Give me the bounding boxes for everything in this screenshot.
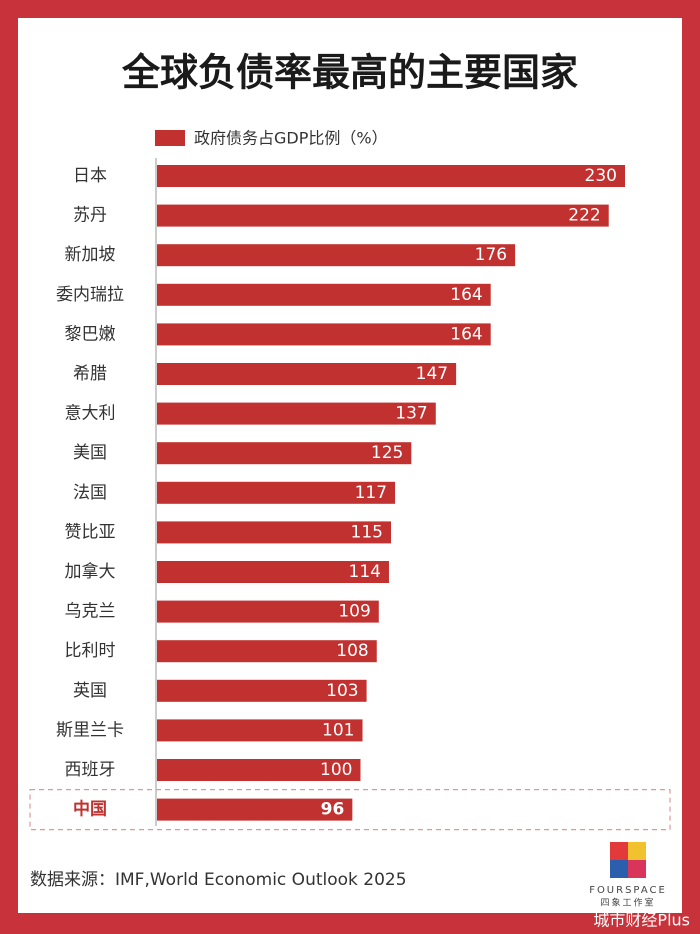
category-label: 法国	[73, 483, 107, 503]
value-label: 96	[321, 800, 345, 820]
category-label: 日本	[73, 166, 107, 186]
category-label: 美国	[73, 443, 107, 463]
logo-block	[610, 860, 628, 878]
bar	[157, 402, 436, 425]
category-label: 乌克兰	[65, 602, 116, 622]
bar	[157, 323, 491, 346]
watermark: 城市财经Plus	[593, 911, 690, 930]
value-label: 115	[351, 522, 383, 542]
legend-label: 政府债务占GDP比例（%）	[194, 129, 388, 148]
category-label: 委内瑞拉	[56, 285, 124, 305]
value-label: 103	[326, 681, 358, 701]
value-label: 222	[568, 206, 600, 226]
value-label: 101	[322, 720, 354, 740]
logo-block	[628, 842, 646, 860]
value-label: 125	[371, 443, 403, 463]
bar	[157, 204, 609, 227]
logo-block	[628, 860, 646, 878]
bar	[157, 521, 391, 544]
category-label: 苏丹	[73, 206, 107, 226]
value-label: 137	[395, 404, 427, 424]
category-label: 新加坡	[65, 245, 116, 265]
bar	[157, 600, 379, 623]
bar	[157, 283, 491, 306]
category-label: 比利时	[65, 641, 116, 661]
bar	[157, 719, 363, 742]
bar	[157, 481, 396, 504]
value-label: 117	[355, 483, 387, 503]
value-label: 164	[450, 285, 482, 305]
logo-subtitle: 四象工作室	[600, 897, 655, 909]
logo-name: FOURSPACE	[589, 885, 667, 896]
category-label: 中国	[73, 799, 107, 820]
bars: 日本 230 苏丹 222 新加坡 176 委内瑞拉 164 黎巴嫩 164 希腊 147 意大利 137…	[29, 165, 671, 831]
value-label: 114	[349, 562, 381, 582]
value-label: 100	[320, 760, 352, 780]
legend-swatch	[155, 130, 185, 146]
bar	[157, 798, 353, 821]
bar	[157, 244, 516, 267]
bar	[157, 759, 361, 781]
bar	[157, 679, 367, 702]
category-label: 英国	[73, 681, 107, 701]
category-label: 加拿大	[65, 561, 116, 582]
chart-title: 全球负债率最高的主要国家	[121, 51, 578, 95]
logo-block	[610, 842, 628, 860]
bar	[157, 165, 625, 187]
category-label: 黎巴嫩	[65, 324, 116, 344]
value-label: 147	[416, 364, 448, 384]
category-label: 西班牙	[65, 760, 116, 780]
bar	[157, 363, 457, 385]
category-label: 希腊	[73, 364, 107, 384]
value-label: 176	[475, 245, 507, 265]
bar	[157, 561, 389, 583]
highlight-box	[29, 788, 671, 831]
value-label: 164	[450, 324, 482, 344]
bar	[157, 442, 412, 465]
value-label: 108	[336, 641, 368, 661]
source: 数据来源：IMF,World Economic Outlook 2025	[30, 870, 407, 890]
category-label: 赞比亚	[65, 522, 116, 542]
bar	[157, 640, 377, 663]
category-label: 意大利	[65, 404, 116, 424]
category-label: 斯里兰卡	[56, 720, 124, 740]
value-label: 230	[585, 166, 617, 186]
logo-mark	[610, 842, 646, 878]
value-label: 109	[338, 602, 370, 622]
